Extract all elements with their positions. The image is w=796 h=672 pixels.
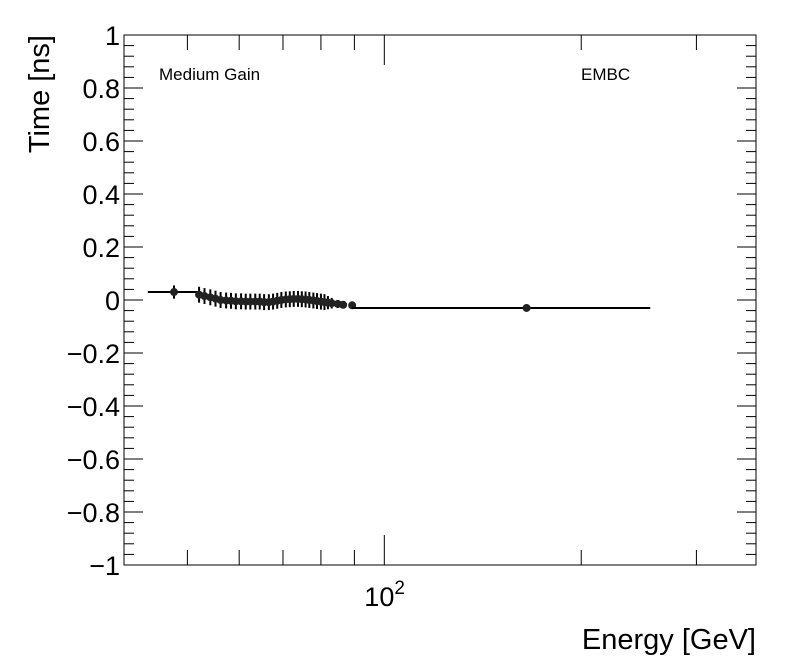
annotation-embc: EMBC xyxy=(581,65,630,84)
marker xyxy=(170,288,179,297)
y-tick-label: −0.6 xyxy=(67,445,120,475)
axis-tick-labels: 1 0.8 0.6 0.4 0.2 0 −0.2 −0.4 −0.6 −0.8 −1 102 xyxy=(67,21,405,612)
data-point xyxy=(339,300,348,309)
y-tick-label: 0.4 xyxy=(82,180,120,210)
x-axis-title: Energy [GeV] xyxy=(582,624,756,656)
y-tick-label: −0.4 xyxy=(67,392,120,422)
data-points xyxy=(147,285,651,312)
data-point xyxy=(327,297,336,309)
y-tick-label: −0.2 xyxy=(67,339,120,369)
y-tick-label: 0.8 xyxy=(82,74,120,104)
y-axis-title: Time [ns] xyxy=(24,35,56,153)
data-point xyxy=(147,285,200,299)
y-tick-label: 1 xyxy=(105,21,120,51)
y-tick-label: −1 xyxy=(89,551,120,581)
y-tick-label: 0.2 xyxy=(82,233,120,263)
y-tick-label: 0.6 xyxy=(82,127,120,157)
y-tick-label: 0 xyxy=(105,286,120,316)
x-tick-label: 102 xyxy=(364,578,405,612)
marker xyxy=(327,299,336,308)
data-point xyxy=(352,303,651,312)
axis-ticks xyxy=(123,34,756,566)
marker xyxy=(522,303,531,312)
marker xyxy=(339,300,348,309)
y-tick-label: −0.8 xyxy=(67,498,120,528)
annotation-medium-gain: Medium Gain xyxy=(159,65,260,84)
